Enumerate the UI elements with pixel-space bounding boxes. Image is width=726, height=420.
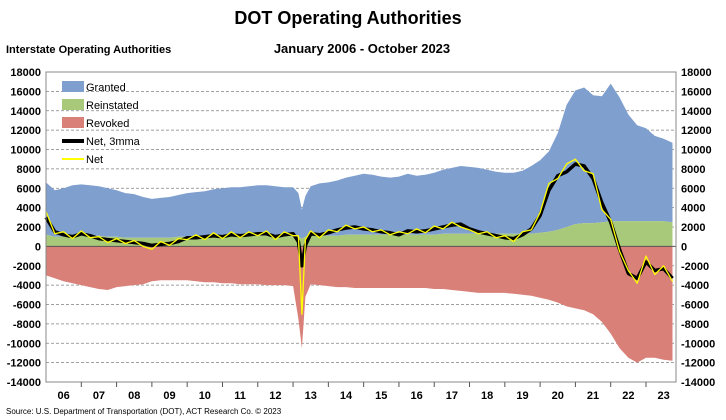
- x-tick-label: 07: [93, 390, 105, 402]
- source-note: Source: U.S. Department of Transportatio…: [6, 407, 282, 416]
- y-tick-label-right: 10000: [681, 145, 712, 157]
- chart-subtitle-right: January 2006 - October 2023: [274, 41, 450, 56]
- x-tick-label: 08: [128, 390, 140, 402]
- y-tick-label-left: 18000: [10, 67, 41, 79]
- y-tick-label-left: 8000: [17, 164, 41, 176]
- x-tick-label: 11: [234, 390, 246, 402]
- y-tick-label-right: -10000: [681, 338, 715, 350]
- chart-subtitle-left: Interstate Operating Authorities: [6, 44, 171, 56]
- y-tick-label-right: 14000: [681, 106, 712, 118]
- x-tick-label: 16: [410, 390, 422, 402]
- y-tick-label-left: 14000: [10, 106, 41, 118]
- y-tick-label-right: 16000: [681, 86, 712, 98]
- x-tick-label: 17: [446, 390, 458, 402]
- y-tick-label-right: -6000: [681, 300, 709, 312]
- y-tick-label-right: 8000: [681, 164, 705, 176]
- y-tick-label-left: -6000: [13, 300, 41, 312]
- legend-swatch-granted: [62, 81, 84, 92]
- x-tick-label: 15: [375, 390, 387, 402]
- y-tick-label-left: 2000: [17, 222, 41, 234]
- y-tick-label-right: 4000: [681, 203, 705, 215]
- x-axis: 06 07 08 09 10 11 12 13 14 15 16 17 18 19 20 21 22 23: [58, 382, 670, 402]
- x-tick-label: 06: [58, 390, 70, 402]
- y-tick-label-right: -14000: [681, 377, 715, 389]
- revoked-area: [46, 246, 673, 363]
- x-tick-label: 23: [658, 390, 670, 402]
- x-tick-label: 20: [552, 390, 564, 402]
- x-tick-label: 12: [269, 390, 281, 402]
- x-tick-label: 13: [305, 390, 317, 402]
- legend-label-granted: Granted: [86, 82, 126, 94]
- x-tick-label: 10: [199, 390, 211, 402]
- chart-title: DOT Operating Authorities: [234, 8, 461, 28]
- x-tick-label: 22: [622, 390, 634, 402]
- y-tick-label-left: 6000: [17, 183, 41, 195]
- y-tick-label-left: -10000: [7, 338, 41, 350]
- y-axis-left: 18000 16000 14000 12000 10000 8000 6000 4000 200…: [7, 67, 41, 389]
- legend-label-net: Net: [86, 154, 103, 166]
- legend: Granted Reinstated Revoked Net, 3mma Net: [62, 81, 141, 166]
- reinstated-area: [46, 221, 673, 247]
- net-line: [45, 158, 674, 315]
- y-tick-label-right: 6000: [681, 183, 705, 195]
- line-series: [44, 158, 674, 315]
- y-tick-label-right: 18000: [681, 67, 712, 79]
- y-tick-label-left: 0: [35, 241, 41, 253]
- y-tick-label-right: 0: [681, 241, 687, 253]
- y-tick-label-left: -4000: [13, 280, 41, 292]
- y-tick-label-right: 2000: [681, 222, 705, 234]
- y-tick-label-left: -12000: [7, 358, 41, 370]
- legend-swatch-reinstated: [62, 99, 84, 110]
- y-tick-label-left: -8000: [13, 319, 41, 331]
- plot-border: [45, 71, 677, 383]
- y-tick-label-left: -2000: [13, 261, 41, 273]
- y-tick-label-left: -14000: [7, 377, 41, 389]
- legend-swatch-revoked: [62, 117, 84, 128]
- y-tick-label-right: -8000: [681, 319, 709, 331]
- y-tick-label-left: 10000: [10, 145, 41, 157]
- granted-area: [46, 83, 673, 239]
- y-tick-label-right: -12000: [681, 358, 715, 370]
- y-tick-label-right: 12000: [681, 125, 712, 137]
- legend-label-reinstated: Reinstated: [86, 100, 139, 112]
- x-tick-label: 09: [163, 390, 175, 402]
- plot-frame: [45, 71, 677, 383]
- y-axis-right: 18000 16000 14000 12000 10000 8000 6000 4000 200…: [681, 67, 715, 389]
- y-tick-label-left: 12000: [10, 125, 41, 137]
- area-series: [46, 83, 673, 363]
- y-tick-label-left: 16000: [10, 86, 41, 98]
- x-tick-label: 19: [516, 390, 528, 402]
- x-tick-label: 21: [587, 390, 599, 402]
- y-tick-label-right: -4000: [681, 280, 709, 292]
- legend-label-net3mma: Net, 3mma: [86, 136, 141, 148]
- x-tick-label: 18: [481, 390, 493, 402]
- y-tick-label-left: 4000: [17, 203, 41, 215]
- legend-label-revoked: Revoked: [86, 118, 129, 130]
- x-tick-label: 14: [340, 390, 353, 402]
- y-tick-label-right: -2000: [681, 261, 709, 273]
